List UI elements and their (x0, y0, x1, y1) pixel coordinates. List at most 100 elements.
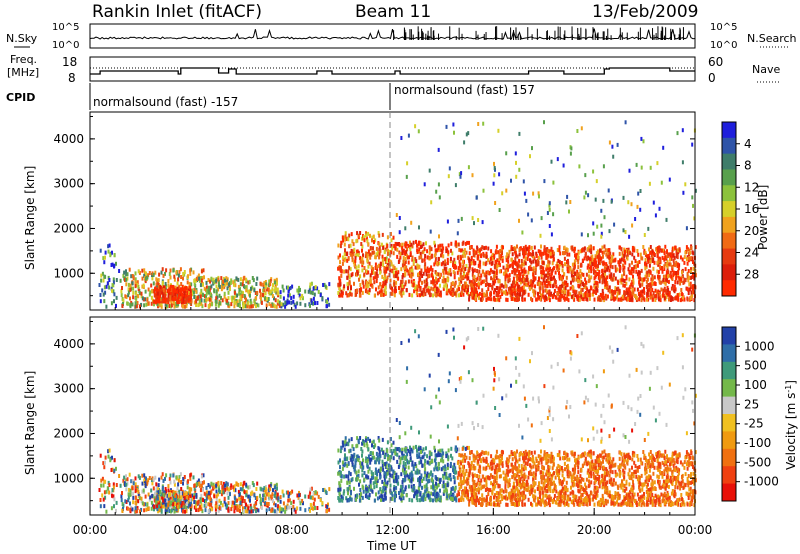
range-gate-cell (640, 255, 643, 260)
range-gate-cell (241, 294, 244, 298)
range-gate-cell (138, 509, 141, 514)
range-gate-cell (490, 249, 493, 254)
range-gate-cell (635, 298, 638, 302)
range-gate-cell (472, 252, 475, 257)
range-gate-cell (177, 273, 180, 278)
range-gate-cell (566, 248, 569, 253)
range-gate-cell (558, 260, 561, 265)
range-gate-cell (215, 497, 218, 501)
range-gate-cell (545, 278, 548, 283)
range-gate-cell (621, 251, 624, 256)
range-gate-cell (121, 286, 123, 290)
range-gate-cell (427, 288, 430, 293)
range-gate-cell (693, 216, 696, 221)
range-gate-cell (176, 504, 179, 509)
range-gate-cell (230, 507, 233, 512)
range-gate-cell (463, 140, 466, 145)
range-gate-cell (169, 287, 172, 292)
range-gate-cell (581, 296, 584, 301)
range-gate-cell (141, 473, 144, 478)
range-gate-cell (165, 300, 168, 305)
range-gate-cell (411, 257, 414, 262)
range-gate-cell (167, 488, 170, 493)
range-gate-cell (132, 290, 135, 295)
range-gate-cell (444, 278, 446, 283)
range-gate-cell (599, 297, 601, 302)
range-gate-cell (205, 502, 208, 507)
range-gate-cell (109, 458, 112, 463)
range-gate-cell (247, 506, 250, 511)
range-gate-cell (495, 269, 498, 274)
range-gate-cell (163, 293, 166, 298)
range-gate-cell (605, 252, 608, 257)
range-gate-cell (433, 279, 436, 284)
range-gate-cell (421, 291, 423, 296)
range-gate-cell (207, 502, 210, 507)
range-gate-cell (550, 277, 552, 281)
range-gate-cell (663, 264, 666, 269)
range-gate-cell (436, 248, 438, 253)
range-gate-cell (237, 482, 240, 487)
range-gate-cell (667, 292, 670, 297)
range-gate-cell (113, 263, 116, 268)
range-gate-cell (326, 299, 329, 304)
range-gate-cell (348, 275, 351, 280)
range-gate-cell (532, 259, 535, 264)
range-gate-cell (591, 254, 594, 259)
range-gate-cell (630, 267, 633, 272)
range-gate-cell (554, 295, 557, 299)
range-gate-cell (439, 283, 441, 288)
range-gate-cell (347, 293, 350, 297)
range-gate-cell (687, 291, 690, 295)
range-gate-cell (409, 268, 412, 273)
range-gate-cell (566, 264, 569, 269)
range-gate-cell (663, 293, 666, 298)
range-gate-cell (225, 481, 228, 486)
range-gate-cell (404, 259, 407, 264)
range-gate-cell (684, 182, 687, 187)
range-gate-cell (644, 274, 647, 279)
range-gate-cell (442, 246, 445, 251)
range-gate-cell (205, 285, 208, 290)
range-gate-cell (502, 265, 505, 270)
range-gate-cell (530, 252, 533, 257)
range-gate-cell (584, 291, 587, 295)
range-gate-cell (523, 290, 526, 294)
range-gate-cell (475, 282, 478, 287)
range-gate-cell (347, 237, 350, 242)
range-gate-cell (670, 256, 673, 261)
range-gate-cell (169, 480, 172, 485)
range-gate-cell (566, 252, 569, 257)
range-gate-cell (298, 498, 301, 503)
range-gate-cell (194, 295, 197, 300)
range-gate-cell (646, 297, 648, 302)
range-gate-cell (351, 249, 354, 254)
range-gate-cell (663, 296, 666, 301)
range-gate-cell (572, 285, 575, 290)
range-gate-cell (158, 504, 161, 509)
range-gate-cell (170, 490, 173, 495)
range-gate-cell (151, 481, 154, 486)
range-gate-cell (390, 250, 393, 255)
range-gate-cell (590, 259, 593, 264)
range-gate-cell (623, 265, 626, 270)
range-gate-cell (145, 276, 147, 281)
range-gate-cell (524, 244, 527, 249)
range-gate-cell (507, 255, 510, 260)
range-gate-cell (540, 252, 543, 257)
range-gate-cell (569, 151, 572, 156)
range-gate-cell (213, 494, 216, 499)
range-gate-cell (416, 288, 419, 292)
range-gate-cell (405, 288, 408, 293)
range-gate-cell (632, 274, 634, 279)
range-gate-cell (180, 282, 183, 286)
range-gate-cell (588, 269, 590, 274)
range-gate-cell (612, 154, 615, 159)
range-gate-cell (366, 258, 369, 263)
range-gate-cell (634, 217, 637, 221)
range-gate-cell (673, 284, 676, 289)
range-gate-cell (516, 291, 519, 296)
range-gate-cell (551, 254, 554, 259)
range-gate-cell (224, 278, 226, 283)
range-gate-cell (185, 509, 188, 514)
